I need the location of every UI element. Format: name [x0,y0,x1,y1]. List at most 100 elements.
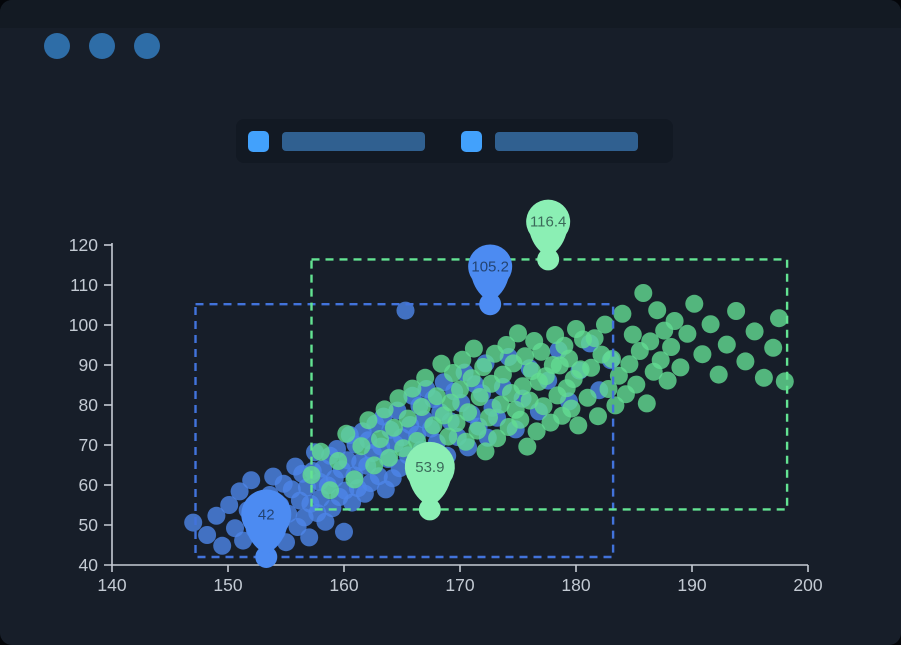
series-blue-mark-point-max[interactable]: 105.2 [468,244,513,316]
scatter-point[interactable] [701,315,720,334]
scatter-point[interactable] [775,372,794,391]
scatter-point[interactable] [620,355,639,374]
scatter-point[interactable] [671,358,690,377]
scatter-point[interactable] [220,496,239,514]
scatter-point[interactable] [585,329,604,348]
scatter-point[interactable] [516,347,534,366]
scatter-point[interactable] [453,350,472,369]
scatter-point[interactable] [513,377,532,396]
series-green-mark-point-max[interactable]: 116.4 [526,199,571,271]
scatter-point[interactable] [416,368,435,387]
legend-item-series-green[interactable] [461,130,638,152]
scatter-point[interactable] [596,315,614,334]
scatter-point[interactable] [476,442,495,461]
scatter-point[interactable] [736,352,755,371]
scatter-point[interactable] [398,409,417,428]
scatter-point[interactable] [770,309,788,328]
window-dot-2[interactable] [89,33,115,59]
scatter-point[interactable] [609,366,628,385]
scatter-point[interactable] [365,456,384,475]
scatter-point[interactable] [665,312,684,330]
scatter-point[interactable] [693,345,712,364]
scatter-point[interactable] [745,322,764,341]
scatter-point[interactable] [394,439,413,458]
scatter-point[interactable] [511,410,530,429]
scatter-point[interactable] [589,407,607,426]
scatter-point[interactable] [578,388,597,407]
scatter-point[interactable] [520,391,539,410]
scatter-point[interactable] [634,284,653,302]
scatter-point[interactable] [497,336,516,354]
scatter-point[interactable] [441,393,460,412]
window-dot-3[interactable] [134,33,160,59]
scatter-point[interactable] [685,294,704,313]
scatter-point[interactable] [380,448,399,467]
scatter-point[interactable] [412,398,431,416]
scatter-point[interactable] [198,526,217,544]
scatter-point[interactable] [321,481,340,500]
scatter-point[interactable] [207,506,226,525]
scatter-point[interactable] [213,536,232,555]
scatter-point[interactable] [509,324,527,343]
scatter-point[interactable] [242,471,261,490]
scatter-point[interactable] [560,349,578,368]
scatter-point[interactable] [532,342,551,361]
scatter-point[interactable] [300,528,319,547]
scatter-point[interactable] [754,368,773,387]
scatter-point[interactable] [623,325,642,344]
scatter-point[interactable] [662,338,681,356]
scatter-point[interactable] [627,375,646,394]
scatter-point[interactable] [335,522,353,541]
scatter-point[interactable] [230,482,249,501]
scatter-point[interactable] [727,302,746,320]
scatter-point[interactable] [569,416,588,435]
scatter-point[interactable] [184,513,203,532]
scatter-point[interactable] [343,493,362,512]
scatter-point[interactable] [651,351,670,370]
scatter-point[interactable] [648,301,667,320]
scatter-point[interactable] [384,418,403,437]
scatter-point[interactable] [456,432,475,451]
scatter-point[interactable] [468,421,487,440]
scatter-point[interactable] [613,304,632,323]
scatter-point[interactable] [709,365,728,384]
scatter-point[interactable] [451,380,469,399]
scatter-point[interactable] [375,400,394,419]
scatter-point[interactable] [764,338,783,357]
scatter-point[interactable] [444,364,462,382]
scatter-point[interactable] [337,424,356,443]
scatter-point[interactable] [396,301,415,320]
scatter-point[interactable] [464,339,483,358]
scatter-point[interactable] [359,411,378,430]
scatter-point[interactable] [562,399,581,418]
scatter-point[interactable] [582,358,601,377]
scatter-point[interactable] [491,395,510,414]
scatter-point[interactable] [470,388,489,406]
scatter-point[interactable] [427,387,446,406]
window-dot-1[interactable] [44,33,70,59]
scatter-point[interactable] [658,371,677,390]
scatter-point[interactable] [371,430,389,448]
scatter-point[interactable] [527,422,546,441]
scatter-point[interactable] [459,403,478,422]
scatter-point[interactable] [447,414,466,432]
scatter-point[interactable] [389,389,408,408]
scatter-point[interactable] [480,408,498,427]
scatter-point[interactable] [534,397,553,416]
scatter-point[interactable] [403,379,422,398]
scatter-point[interactable] [637,394,656,413]
series-green-mark-point-min[interactable]: 53.9 [404,441,455,521]
legend-item-series-blue[interactable] [248,130,425,152]
scatter-point[interactable] [488,429,507,448]
scatter-point[interactable] [439,427,458,446]
scatter-point[interactable] [345,470,364,489]
scatter-point[interactable] [352,437,371,456]
scatter-point[interactable] [603,350,621,368]
scatter-point[interactable] [234,531,253,550]
scatter-point[interactable] [678,324,697,343]
scatter-point[interactable] [329,452,348,470]
scatter-point[interactable] [474,358,493,376]
series-blue-mark-point-min[interactable]: 42 [241,489,292,568]
scatter-point[interactable] [518,437,537,456]
scatter-point[interactable] [717,335,736,354]
